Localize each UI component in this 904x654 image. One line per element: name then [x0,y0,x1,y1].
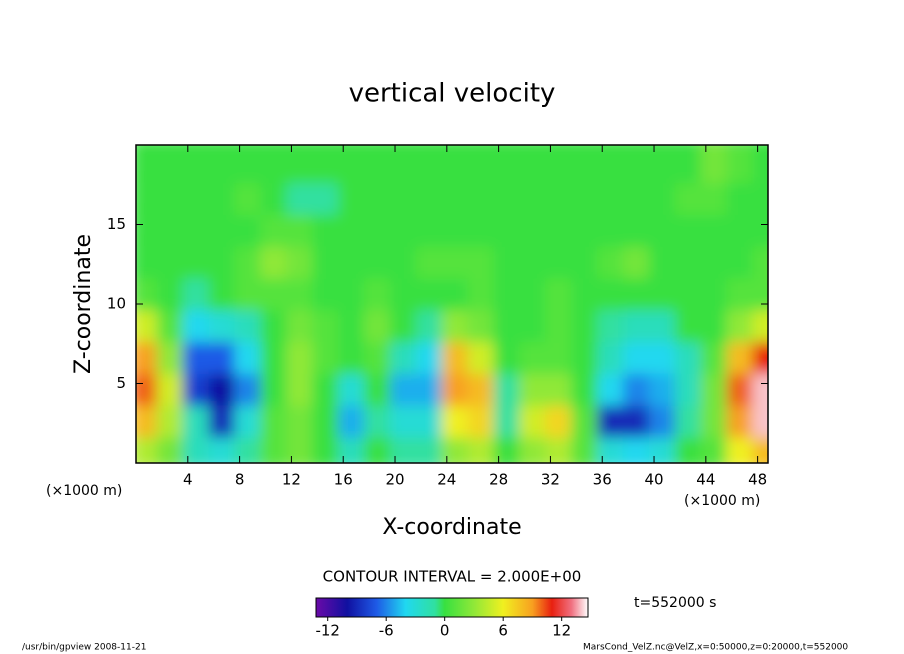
field [136,145,768,463]
chart-title: vertical velocity [349,79,556,109]
x-tick-label: 12 [282,471,301,489]
x-tick-label: 24 [437,471,456,489]
x-tick-label: 4 [183,471,193,489]
x-tick-label: 28 [489,471,508,489]
y-axis-label: Z-coordinate [71,234,96,374]
colorbar [315,597,589,618]
colorbar-tick-label: -12 [315,622,340,640]
y-tick-label: 10 [107,295,126,313]
x-tick-label: 20 [385,471,404,489]
x-tick-label: 36 [593,471,612,489]
colorbar-tick-label: 0 [440,622,450,640]
x-axis-label: X-coordinate [382,515,521,540]
x-tick-label: 32 [541,471,560,489]
colorbar-tick-label: -6 [379,622,394,640]
x-tick-label: 8 [235,471,245,489]
footer: MarsCond_VelZ.nc@VelZ,x=0:50000,z=0:2000… [583,643,848,653]
y-tick-label: 15 [107,215,126,233]
time-note: t=552000 s [634,595,716,611]
colorbar-tick-label: 6 [498,622,508,640]
x-unit: (×1000 m) [46,483,122,499]
x-tick-label: 48 [748,471,767,489]
cells [136,145,768,463]
contour-note: CONTOUR INTERVAL = 2.000E+00 [323,568,582,586]
x-unit: (×1000 m) [684,493,760,509]
x-tick-label: 16 [334,471,353,489]
x-tick-label: 40 [644,471,663,489]
colorbar-tick-label: 12 [552,622,571,640]
y-tick-label: 5 [116,374,126,392]
cell [752,145,768,184]
footer: /usr/bin/gpview 2008-11-21 [22,643,146,653]
x-tick-label: 44 [696,471,715,489]
